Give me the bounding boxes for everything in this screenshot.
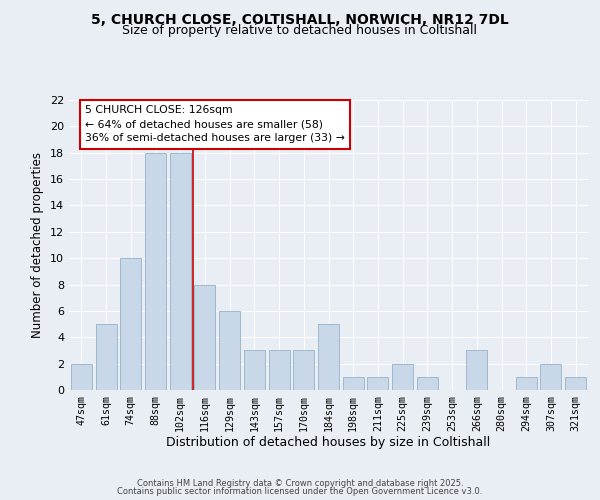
Bar xyxy=(541,364,562,390)
Bar xyxy=(120,258,141,390)
Bar xyxy=(170,152,191,390)
Text: Size of property relative to detached houses in Coltishall: Size of property relative to detached ho… xyxy=(122,24,478,37)
Bar xyxy=(269,350,290,390)
Bar xyxy=(392,364,413,390)
Bar xyxy=(145,152,166,390)
Bar xyxy=(343,377,364,390)
Y-axis label: Number of detached properties: Number of detached properties xyxy=(31,152,44,338)
Bar xyxy=(565,377,586,390)
X-axis label: Distribution of detached houses by size in Coltishall: Distribution of detached houses by size … xyxy=(166,436,491,450)
Text: Contains public sector information licensed under the Open Government Licence v3: Contains public sector information licen… xyxy=(118,487,482,496)
Bar xyxy=(318,324,339,390)
Text: Contains HM Land Registry data © Crown copyright and database right 2025.: Contains HM Land Registry data © Crown c… xyxy=(137,478,463,488)
Bar xyxy=(293,350,314,390)
Text: 5 CHURCH CLOSE: 126sqm
← 64% of detached houses are smaller (58)
36% of semi-det: 5 CHURCH CLOSE: 126sqm ← 64% of detached… xyxy=(85,106,345,144)
Bar xyxy=(367,377,388,390)
Bar xyxy=(244,350,265,390)
Bar xyxy=(71,364,92,390)
Bar xyxy=(194,284,215,390)
Bar xyxy=(466,350,487,390)
Bar xyxy=(95,324,116,390)
Bar xyxy=(417,377,438,390)
Text: 5, CHURCH CLOSE, COLTISHALL, NORWICH, NR12 7DL: 5, CHURCH CLOSE, COLTISHALL, NORWICH, NR… xyxy=(91,12,509,26)
Bar xyxy=(219,311,240,390)
Bar xyxy=(516,377,537,390)
